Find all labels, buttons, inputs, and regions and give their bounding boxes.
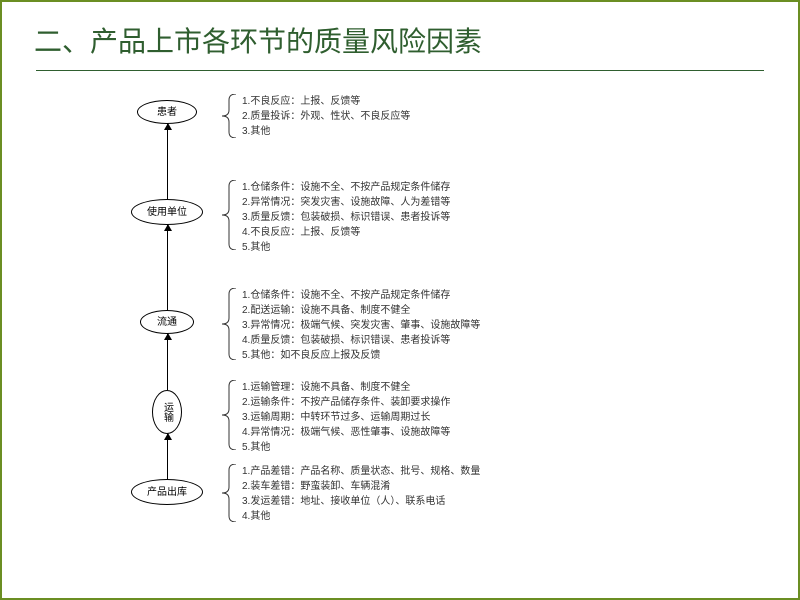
brace [222, 94, 236, 138]
brace [222, 288, 236, 360]
brace [222, 464, 236, 522]
risk-list: 1.仓储条件：设施不全、不按产品规定条件储存2.配送运输：设施不具备、制度不健全… [242, 288, 480, 360]
arrow-transport-to-circ [167, 334, 168, 390]
risk-item: 4.异常情况：极端气候、恶性肇事、设施故障等 [242, 425, 450, 440]
risk-item: 3.发运差错：地址、接收单位（人）、联系电话 [242, 494, 480, 509]
risk-item: 5.其他 [242, 440, 450, 455]
risk-item: 5.其他：如不良反应上报及反馈 [242, 348, 480, 363]
risk-list: 1.仓储条件：设施不全、不按产品规定条件储存2.异常情况：突发灾害、设施故障、人… [242, 180, 450, 250]
risk-item: 2.运输条件：不按产品储存条件、装卸要求操作 [242, 395, 450, 410]
risk-item: 2.异常情况：突发灾害、设施故障、人为差错等 [242, 195, 450, 210]
title-underline [36, 70, 764, 71]
risk-group-patient: 1.不良反应：上报、反馈等2.质量投诉：外观、性状、不良反应等3.其他 [222, 94, 410, 138]
risk-item: 1.运输管理：设施不具备、制度不健全 [242, 380, 450, 395]
risk-group-user_unit: 1.仓储条件：设施不全、不按产品规定条件储存2.异常情况：突发灾害、设施故障、人… [222, 180, 450, 250]
risk-item: 4.质量反馈：包装破损、标识错误、患者投诉等 [242, 333, 480, 348]
risk-item: 3.异常情况：极端气候、突发灾害、肇事、设施故障等 [242, 318, 480, 333]
risk-list: 1.不良反应：上报、反馈等2.质量投诉：外观、性状、不良反应等3.其他 [242, 94, 410, 138]
node-outbound: 产品出库 [131, 479, 203, 505]
risk-item: 1.仓储条件：设施不全、不按产品规定条件储存 [242, 288, 480, 303]
page-title: 二、产品上市各环节的质量风险因素 [34, 20, 766, 60]
risk-item: 1.不良反应：上报、反馈等 [242, 94, 410, 109]
risk-item: 2.配送运输：设施不具备、制度不健全 [242, 303, 480, 318]
node-circ: 流通 [140, 310, 194, 334]
risk-group-circ: 1.仓储条件：设施不全、不按产品规定条件储存2.配送运输：设施不具备、制度不健全… [222, 288, 480, 360]
brace [222, 180, 236, 250]
risk-item: 3.质量反馈：包装破损、标识错误、患者投诉等 [242, 210, 450, 225]
risk-list: 1.产品差错：产品名称、质量状态、批号、规格、数量2.装车差错：野蛮装卸、车辆混… [242, 464, 480, 522]
risk-item: 5.其他 [242, 240, 450, 255]
risk-item: 4.不良反应：上报、反馈等 [242, 225, 450, 240]
node-patient: 患者 [137, 100, 197, 124]
risk-group-transport: 1.运输管理：设施不具备、制度不健全2.运输条件：不按产品储存条件、装卸要求操作… [222, 380, 450, 450]
arrow-circ-to-user_unit [167, 225, 168, 310]
risk-item: 3.其他 [242, 124, 410, 139]
brace [222, 380, 236, 450]
risk-item: 4.其他 [242, 509, 480, 524]
brace-icon [222, 380, 236, 450]
node-user_unit: 使用单位 [131, 199, 203, 225]
brace-icon [222, 180, 236, 250]
risk-group-outbound: 1.产品差错：产品名称、质量状态、批号、规格、数量2.装车差错：野蛮装卸、车辆混… [222, 464, 480, 522]
risk-item: 2.质量投诉：外观、性状、不良反应等 [242, 109, 410, 124]
risk-item: 1.仓储条件：设施不全、不按产品规定条件储存 [242, 180, 450, 195]
brace-icon [222, 288, 236, 360]
risk-list: 1.运输管理：设施不具备、制度不健全2.运输条件：不按产品储存条件、装卸要求操作… [242, 380, 450, 450]
node-transport: 运输 [152, 390, 182, 434]
brace-icon [222, 464, 236, 522]
arrow-outbound-to-transport [167, 434, 168, 479]
risk-item: 3.运输周期：中转环节过多、运输周期过长 [242, 410, 450, 425]
risk-item: 1.产品差错：产品名称、质量状态、批号、规格、数量 [242, 464, 480, 479]
brace-icon [222, 94, 236, 138]
arrow-user_unit-to-patient [167, 124, 168, 199]
flow-diagram: 患者使用单位流通运输产品出库 1.不良反应：上报、反馈等2.质量投诉：外观、性状、… [2, 82, 798, 588]
risk-item: 2.装车差错：野蛮装卸、车辆混淆 [242, 479, 480, 494]
